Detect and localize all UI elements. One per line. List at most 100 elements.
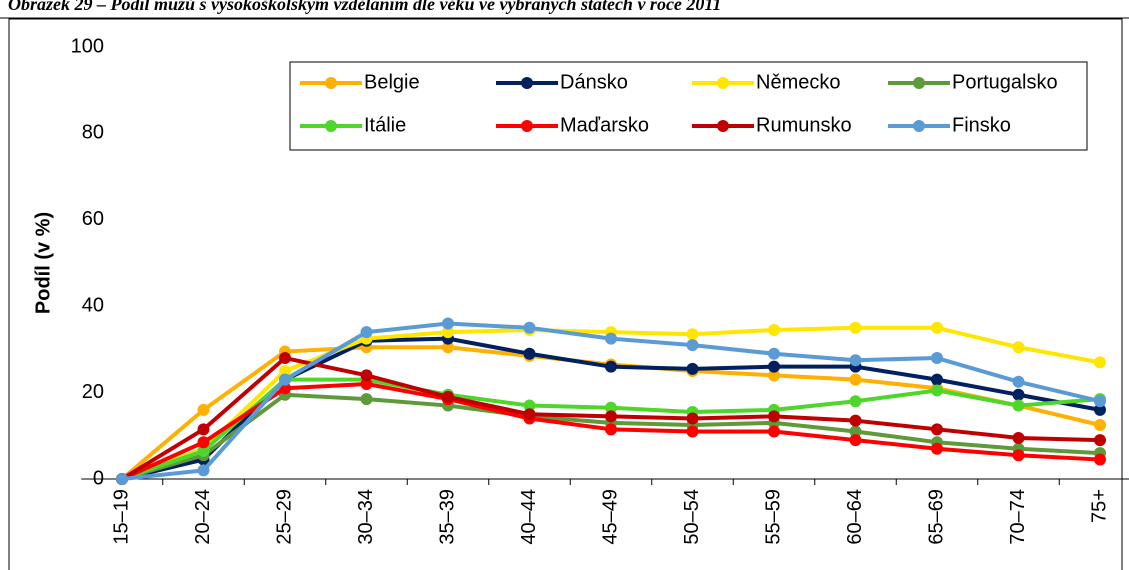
data-point bbox=[605, 332, 617, 345]
data-point bbox=[197, 444, 210, 457]
y-tick-label: 60 bbox=[82, 208, 104, 230]
data-point bbox=[360, 326, 373, 339]
data-point bbox=[605, 360, 617, 373]
data-point bbox=[849, 395, 862, 408]
data-point bbox=[442, 390, 454, 403]
data-point bbox=[931, 352, 943, 365]
legend-swatch-marker bbox=[913, 120, 925, 132]
legend-swatch-marker bbox=[521, 120, 533, 132]
y-tick-label: 100 bbox=[71, 35, 104, 57]
legend-swatch-marker bbox=[913, 77, 925, 89]
data-point bbox=[931, 321, 943, 334]
data-point bbox=[686, 328, 699, 341]
legend-label: Maďarsko bbox=[560, 114, 649, 136]
data-point bbox=[1012, 375, 1025, 388]
data-point bbox=[197, 423, 210, 436]
x-tick-label: 40–44 bbox=[518, 489, 540, 545]
data-point bbox=[768, 360, 780, 373]
data-point bbox=[523, 399, 536, 412]
data-point bbox=[1012, 341, 1025, 354]
data-point bbox=[931, 423, 943, 436]
data-point bbox=[360, 393, 373, 406]
x-tick-label: 30–34 bbox=[355, 489, 377, 545]
data-point bbox=[931, 442, 943, 455]
legend-label: Dánsko bbox=[560, 71, 628, 93]
x-tick-label: 35–39 bbox=[436, 489, 458, 545]
data-point bbox=[849, 414, 862, 427]
legend-box bbox=[289, 61, 1088, 151]
data-point bbox=[1012, 388, 1025, 401]
y-tick-label: 20 bbox=[82, 381, 104, 403]
data-point bbox=[686, 362, 699, 375]
data-point bbox=[931, 384, 943, 397]
data-point bbox=[768, 347, 780, 360]
legend-swatch-marker bbox=[717, 77, 729, 89]
data-point bbox=[197, 436, 210, 449]
data-point bbox=[605, 423, 617, 436]
data-point bbox=[1012, 449, 1025, 462]
chart-title: Obrázek 29 – Podíl mužů s vysokoškolským… bbox=[8, 0, 721, 14]
x-tick-label: 45–49 bbox=[599, 489, 621, 545]
data-point bbox=[1012, 431, 1025, 444]
legend-label: Německo bbox=[756, 71, 840, 93]
data-point bbox=[849, 425, 862, 438]
legend-label: Rumunsko bbox=[756, 114, 852, 136]
data-point bbox=[360, 377, 373, 390]
y-tick-label: 80 bbox=[82, 122, 104, 144]
data-point bbox=[768, 369, 780, 382]
data-point bbox=[116, 473, 128, 485]
data-point bbox=[768, 410, 780, 423]
data-point bbox=[1094, 356, 1106, 369]
x-tick-label: 65–69 bbox=[925, 489, 947, 545]
data-point bbox=[768, 323, 780, 336]
legend-swatch-marker bbox=[717, 120, 729, 132]
data-point bbox=[605, 401, 617, 414]
x-tick-label: 75+ bbox=[1088, 489, 1110, 523]
x-tick-label: 70–74 bbox=[1007, 489, 1029, 545]
y-axis-label: Podíl (v %) bbox=[32, 212, 54, 314]
data-point bbox=[279, 352, 291, 365]
data-point bbox=[768, 425, 780, 438]
data-point bbox=[686, 412, 699, 425]
data-point bbox=[523, 321, 536, 334]
data-point bbox=[523, 347, 536, 360]
y-tick-label: 0 bbox=[93, 467, 104, 489]
data-point bbox=[279, 373, 291, 386]
x-tick-label: 55–59 bbox=[762, 489, 784, 545]
data-point bbox=[1094, 395, 1106, 408]
data-point bbox=[931, 373, 943, 386]
data-point bbox=[1012, 399, 1025, 412]
y-tick-label: 40 bbox=[82, 294, 104, 316]
x-tick-label: 60–64 bbox=[844, 489, 866, 545]
x-tick-label: 50–54 bbox=[681, 489, 703, 545]
data-point bbox=[849, 321, 862, 334]
data-point bbox=[523, 408, 536, 421]
data-point bbox=[1094, 434, 1106, 447]
data-point bbox=[442, 317, 454, 330]
x-tick-label: 25–29 bbox=[273, 489, 295, 545]
data-point bbox=[849, 434, 862, 447]
data-point bbox=[1094, 419, 1106, 431]
data-point bbox=[686, 425, 699, 438]
legend-label: Finsko bbox=[952, 114, 1011, 136]
legend-swatch-marker bbox=[325, 77, 337, 89]
legend-label: Portugalsko bbox=[952, 71, 1058, 93]
data-point bbox=[849, 373, 862, 386]
x-tick-label: 20–24 bbox=[192, 489, 214, 545]
data-point bbox=[686, 339, 699, 352]
legend-swatch-marker bbox=[325, 120, 337, 132]
legend: Belgie Dánsko Německo Portugalsko Itálie Maďa… bbox=[289, 61, 1088, 151]
data-point bbox=[1094, 403, 1106, 416]
data-point bbox=[279, 365, 291, 377]
data-point bbox=[605, 410, 617, 423]
legend-label: Itálie bbox=[364, 114, 406, 136]
data-point bbox=[1094, 453, 1106, 466]
legend-swatch-marker bbox=[521, 77, 533, 89]
data-point bbox=[442, 341, 454, 354]
data-point bbox=[360, 369, 373, 382]
data-point bbox=[849, 354, 862, 367]
legend-label: Belgie bbox=[364, 71, 420, 93]
data-point bbox=[197, 464, 210, 477]
